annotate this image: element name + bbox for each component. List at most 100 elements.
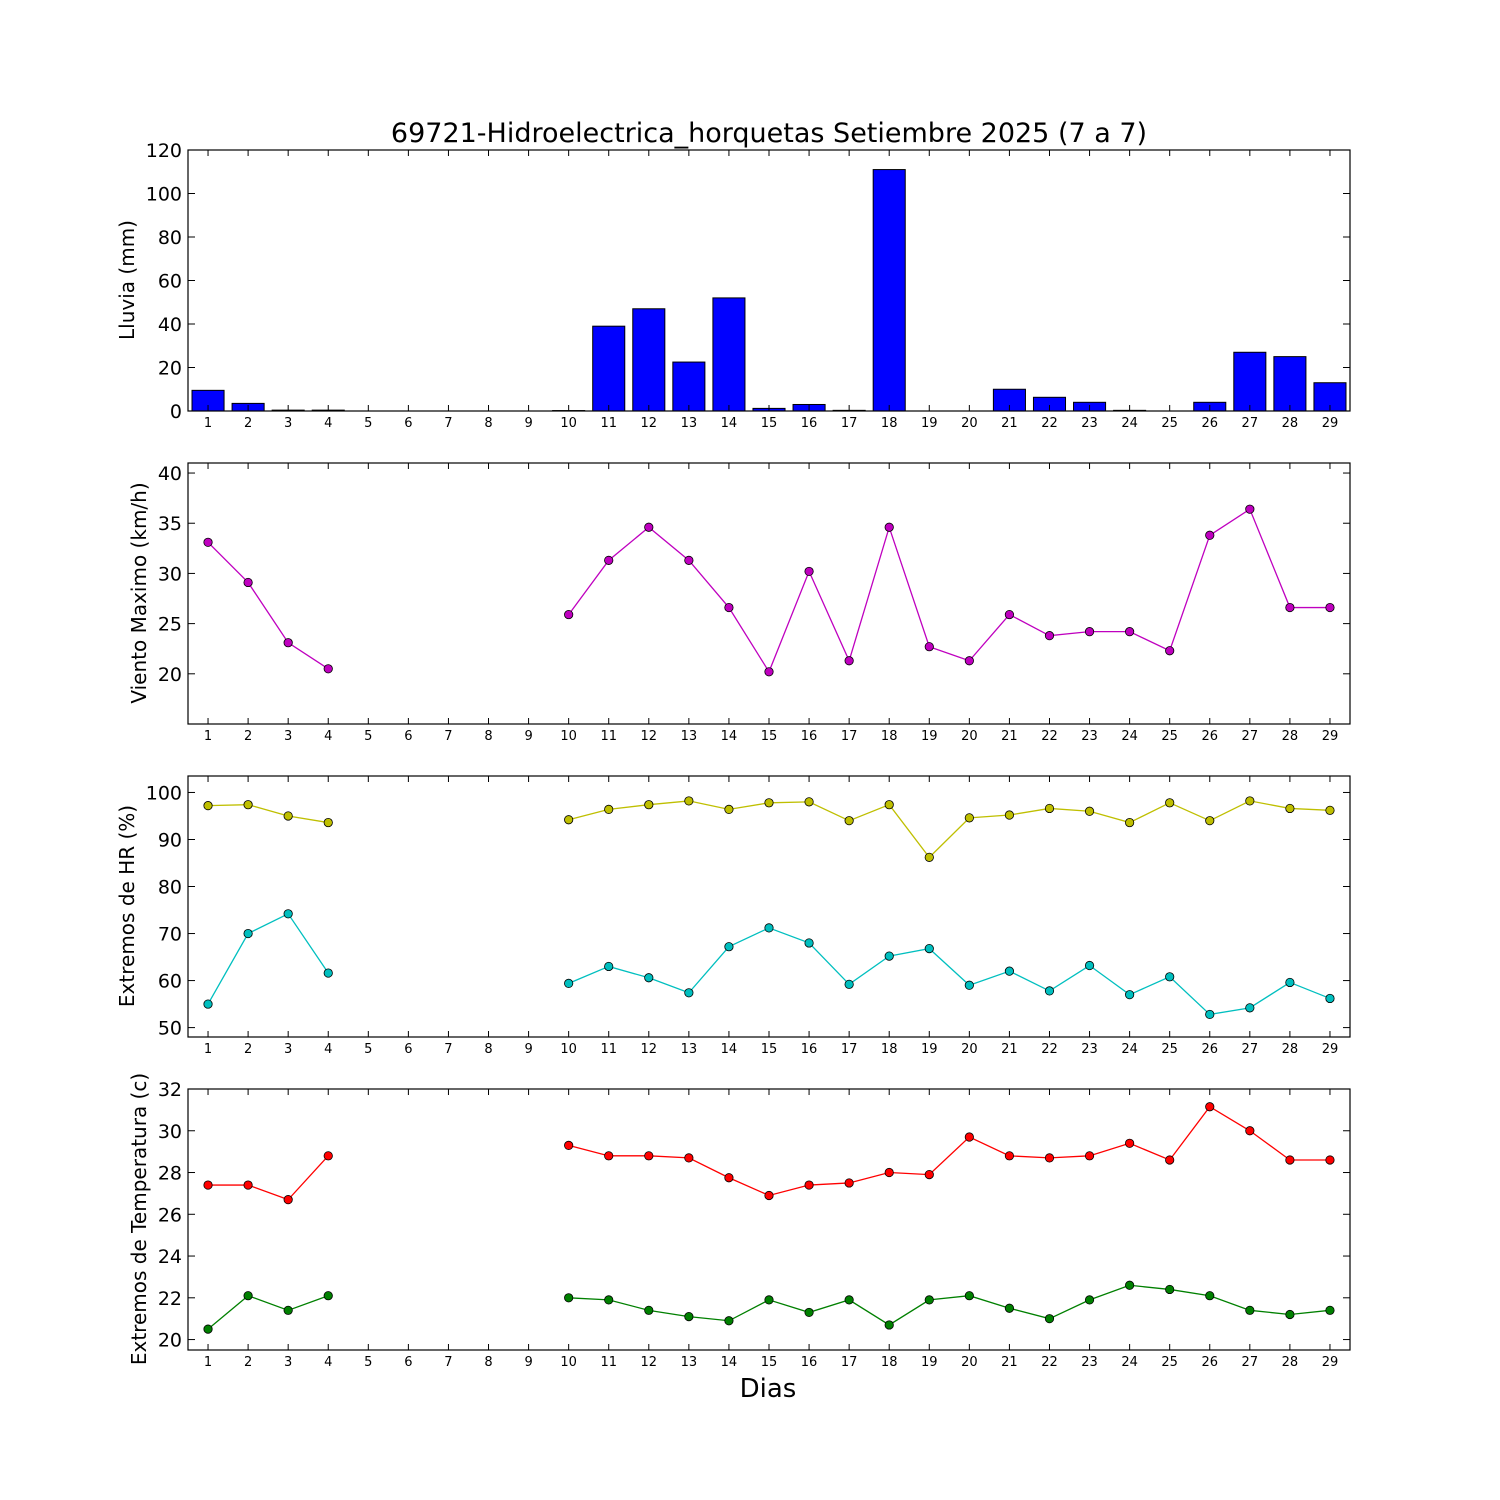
hr-series-1-point-23	[1084, 960, 1095, 971]
lluvia-xtick-label-19: 19	[921, 416, 938, 431]
lluvia-xtick-label-15: 15	[761, 416, 778, 431]
temperatura-xtick-label-16: 16	[801, 1355, 818, 1370]
viento-xtick-label-6: 6	[404, 729, 412, 744]
hr-xtick-label-22: 22	[1041, 1042, 1058, 1057]
temperatura-series-1-point-3	[283, 1305, 293, 1315]
temperatura-ytick-label-28: 28	[158, 1163, 182, 1185]
temperatura-ytick-label-26: 26	[158, 1204, 182, 1226]
lluvia-xtick-label-28: 28	[1282, 416, 1299, 431]
viento-xtick-label-20: 20	[961, 729, 978, 744]
viento-series-0-point-15	[764, 667, 774, 677]
hr-series-0-point-17	[844, 816, 854, 826]
hr-series-0-point-25	[1165, 798, 1175, 808]
temperatura-series-0-point-19	[924, 1170, 934, 1180]
temperatura-xtick-label-14: 14	[721, 1355, 738, 1370]
hr-series-1-point-14	[724, 942, 734, 952]
viento-series-0-point-22	[1044, 631, 1055, 641]
hr-xtick-label-9: 9	[524, 1042, 532, 1057]
hr-ytick-label-70: 70	[158, 924, 182, 946]
temperatura-xtick-label-25: 25	[1161, 1355, 1178, 1370]
viento-xtick-label-1: 1	[204, 729, 212, 744]
temperatura-series-0-line-0	[208, 1155, 329, 1201]
lluvia-ytick-label-80: 80	[158, 227, 182, 249]
temperatura-series-0-point-4	[323, 1151, 333, 1161]
x-axis-label: Dias	[740, 1374, 797, 1404]
viento-series-0-point-26	[1205, 530, 1215, 540]
temperatura-ytick-label-22: 22	[158, 1288, 182, 1310]
hr-xtick-label-28: 28	[1282, 1042, 1299, 1057]
temperatura-series-0-point-15	[764, 1190, 774, 1201]
viento-series-0-point-19	[924, 642, 934, 652]
temperatura-xtick-label-15: 15	[761, 1355, 778, 1370]
hr-xtick-label-4: 4	[324, 1042, 332, 1057]
hr-series-0-point-13	[684, 796, 694, 806]
temperatura-series-0-point-27	[1245, 1126, 1255, 1136]
temperatura-series-0-point-24	[1125, 1138, 1135, 1148]
lluvia-xtick-label-6: 6	[404, 416, 412, 431]
lluvia-bar-11	[592, 325, 626, 412]
hr-series-0-point-18	[884, 800, 894, 810]
hr-xtick-label-23: 23	[1081, 1042, 1098, 1057]
hr-series-1-point-26	[1205, 1009, 1215, 1020]
hr-ytick-label-60: 60	[158, 971, 182, 993]
viento-xtick-label-3: 3	[284, 729, 292, 744]
lluvia-ytick-label-120: 120	[146, 140, 182, 162]
hr-xtick-label-11: 11	[600, 1042, 617, 1057]
hr-series-0-point-3	[283, 811, 293, 821]
viento-ytick-label-40: 40	[158, 463, 182, 485]
hr-series-1-point-2	[243, 928, 253, 939]
hr-series-0-point-22	[1044, 803, 1055, 814]
hr-series-0-point-23	[1084, 806, 1095, 816]
chart-title: 69721-Hidroelectrica_horquetas Setiembre…	[391, 118, 1147, 149]
temperatura-series-0-point-17	[844, 1178, 854, 1188]
hr-series-0-point-15	[764, 798, 774, 808]
hr-series-1-point-3	[283, 909, 293, 919]
hr-series-1-point-22	[1044, 986, 1055, 996]
hr-series-1-point-27	[1245, 1003, 1255, 1013]
viento-series-0-point-29	[1325, 602, 1335, 613]
lluvia-xtick-label-12: 12	[641, 416, 658, 431]
viento-xtick-label-23: 23	[1081, 729, 1098, 744]
hr-series-0-point-21	[1004, 810, 1015, 820]
temperatura-series-1-point-16	[804, 1307, 814, 1318]
hr-ytick-label-80: 80	[158, 877, 182, 899]
lluvia-xtick-label-22: 22	[1041, 416, 1058, 431]
temperatura-xtick-label-28: 28	[1282, 1355, 1299, 1370]
temperatura-xtick-label-21: 21	[1001, 1355, 1018, 1370]
lluvia-xtick-label-5: 5	[364, 416, 372, 431]
viento-xtick-label-5: 5	[364, 729, 372, 744]
temperatura-series-1-point-27	[1245, 1305, 1255, 1315]
lluvia-bar-27	[1233, 351, 1267, 412]
temperatura-xtick-label-6: 6	[404, 1355, 412, 1370]
viento-ytick-label-30: 30	[158, 563, 182, 585]
viento-xtick-label-11: 11	[600, 729, 617, 744]
lluvia-xtick-label-1: 1	[204, 416, 212, 431]
temperatura-series-1-point-14	[724, 1316, 734, 1326]
hr-xtick-label-15: 15	[761, 1042, 778, 1057]
hr-xtick-label-25: 25	[1161, 1042, 1178, 1057]
lluvia-bar-13	[672, 361, 706, 412]
viento-xtick-label-28: 28	[1282, 729, 1299, 744]
hr-series-1-point-13	[684, 988, 694, 998]
viento-xtick-label-18: 18	[881, 729, 898, 744]
temperatura-series-1-point-4	[323, 1291, 333, 1301]
lluvia-xtick-label-7: 7	[444, 416, 452, 431]
temperatura-xtick-label-8: 8	[484, 1355, 492, 1370]
viento-xtick-label-27: 27	[1242, 729, 1259, 744]
temperatura-xtick-label-13: 13	[681, 1355, 698, 1370]
lluvia-xtick-label-14: 14	[721, 416, 738, 431]
hr-ytick-label-100: 100	[146, 782, 182, 804]
viento-series-0-point-25	[1165, 646, 1175, 656]
lluvia-bar-18	[872, 169, 906, 412]
lluvia-ytick-label-100: 100	[146, 184, 182, 206]
hr-xtick-label-13: 13	[681, 1042, 698, 1057]
viento-series-0-point-28	[1285, 602, 1295, 613]
hr-ytick-label-90: 90	[158, 829, 182, 851]
hr-series-1-point-4	[323, 968, 333, 978]
lluvia-ytick-label-40: 40	[158, 314, 182, 336]
temperatura-series-1-line-1	[568, 1284, 1331, 1326]
